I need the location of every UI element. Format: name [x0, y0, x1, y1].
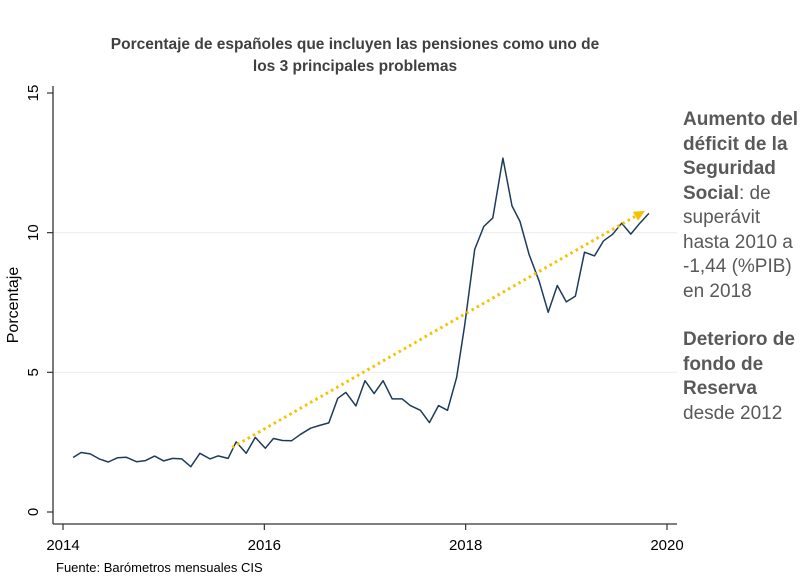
title-line-2: los 3 principales problemas [252, 58, 458, 75]
y-axis-label: Porcentaje [5, 267, 22, 344]
trend-arrow-line [231, 212, 641, 449]
x-tick-label: 2018 [449, 537, 482, 554]
reserve-fund-note-text: desde 2012 [683, 402, 783, 424]
y-tick-label: 15 [25, 85, 42, 102]
y-tick-label: 0 [25, 508, 42, 516]
y-tick-label: 10 [25, 224, 42, 241]
source-note: Fuente: Barómetros mensuales CIS [56, 560, 263, 575]
chart-title: Porcentaje de españoles que incluyen las… [60, 34, 650, 78]
side-annotation: Aumento del déficit de la Seguridad Soci… [683, 108, 810, 450]
x-tick-label: 2020 [650, 537, 683, 554]
x-tick-label: 2014 [46, 537, 79, 554]
series-line [72, 157, 650, 468]
reserve-fund-note: Deterioro de fondo de Reserva desde 2012 [683, 328, 810, 426]
y-tick-label: 5 [25, 368, 42, 376]
deficit-note: Aumento del déficit de la Seguridad Soci… [683, 108, 810, 304]
deficit-note-bold: Aumento del déficit de la Seguridad Soci… [683, 109, 799, 204]
title-line-1: Porcentaje de españoles que incluyen las… [110, 36, 600, 53]
reserve-fund-note-bold: Deterioro de fondo de Reserva [683, 329, 795, 399]
trend-arrow-head [632, 210, 645, 221]
deficit-note-text: : de superávit hasta 2010 a -1,44 (%PIB)… [683, 182, 793, 302]
x-tick-label: 2016 [248, 537, 281, 554]
